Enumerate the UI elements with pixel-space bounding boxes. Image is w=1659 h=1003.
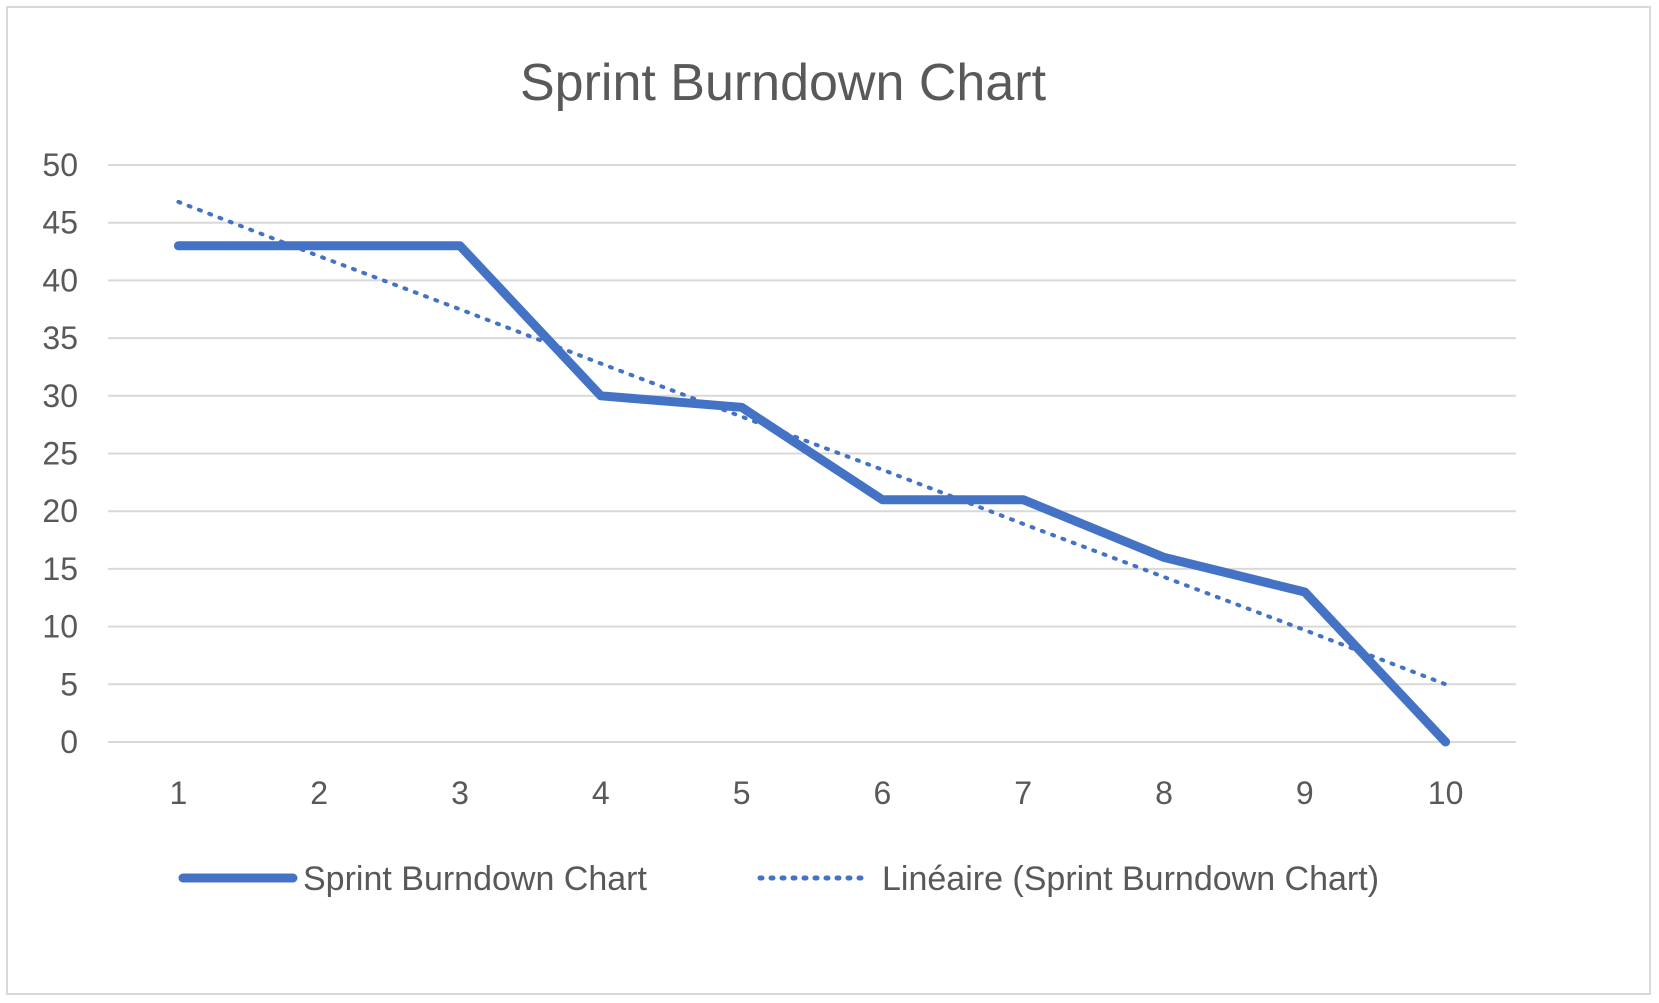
trendline-series-line (176, 199, 1448, 687)
chart-frame: Sprint Burndown Chart 0 5 10 15 20 25 30 35 40 45… (6, 6, 1651, 995)
y-tick-label-10: 10 (42, 609, 78, 645)
x-tick-label-2: 2 (310, 775, 328, 811)
x-tick-label-3: 3 (451, 775, 469, 811)
x-tick-label-5: 5 (733, 775, 751, 811)
chart-svg: Sprint Burndown Chart 051015202530354045… (42, 54, 1516, 898)
legend-item-trendline: Linéaire (Sprint Burndown Chart) (757, 860, 1379, 898)
y-tick-label-15: 15 (42, 551, 78, 587)
y-tick-label-25: 25 (42, 436, 78, 472)
burndown-series-line (173, 241, 1451, 747)
x-tick-label-7: 7 (1014, 775, 1032, 811)
series-lines (173, 199, 1451, 747)
legend-label-trendline: Linéaire (Sprint Burndown Chart) (882, 860, 1379, 898)
y-tick-label-0: 0 (60, 724, 78, 760)
y-tick-label-35: 35 (42, 320, 78, 356)
x-tick-label-1: 1 (170, 775, 188, 811)
x-tick-label-8: 8 (1155, 775, 1173, 811)
y-axis-ticks: 0 5 10 15 20 25 30 35 40 45 50 (42, 147, 78, 760)
legend-item-burndown: Sprint Burndown Chart (178, 860, 648, 898)
y-tick-label-20: 20 (42, 493, 78, 529)
legend: Sprint Burndown Chart Linéaire (Sprint B… (178, 860, 1379, 898)
y-tick-label-5: 5 (60, 666, 78, 702)
y-tick-label-30: 30 (42, 378, 78, 414)
x-tick-label-10: 10 (1428, 775, 1464, 811)
y-tick-label-50: 50 (42, 147, 78, 183)
x-axis-ticks: 1 2 3 4 5 6 7 8 9 10 (170, 775, 1464, 811)
y-tick-label-45: 45 (42, 205, 78, 241)
y-tick-label-40: 40 (42, 262, 78, 298)
x-tick-label-6: 6 (874, 775, 892, 811)
chart-title: Sprint Burndown Chart (520, 54, 1047, 112)
legend-label-burndown: Sprint Burndown Chart (303, 860, 648, 898)
x-tick-label-4: 4 (592, 775, 610, 811)
x-tick-label-9: 9 (1296, 775, 1314, 811)
